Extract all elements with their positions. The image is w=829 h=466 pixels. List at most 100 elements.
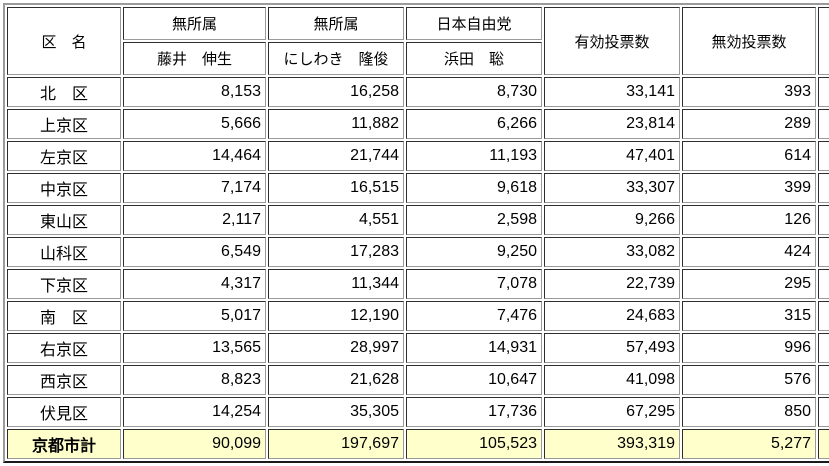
vote-count-cell: 14,254 bbox=[123, 397, 266, 427]
vote-count-cell: 67,295 bbox=[544, 397, 680, 427]
header-row-party: 区 名 無所属 無所属 日本自由党 有効投票数 無効投票数 bbox=[7, 7, 829, 75]
vote-count-cell: 8,153 bbox=[123, 77, 266, 107]
vote-count-cell: 57,493 bbox=[544, 333, 680, 363]
vote-count-cell: 126 bbox=[682, 205, 816, 235]
table-body: 北 区 8,153 16,258 8,730 33,141 393 上京区 5,… bbox=[7, 77, 829, 459]
candidate-header: 藤井 伸生 bbox=[123, 42, 266, 75]
vote-count-cell: 23,814 bbox=[544, 109, 680, 139]
vote-count-cell: 21,628 bbox=[268, 365, 404, 395]
table-row: 中京区 7,174 16,515 9,618 33,307 399 bbox=[7, 173, 829, 203]
vote-count-cell: 289 bbox=[682, 109, 816, 139]
vote-count-cell: 4,317 bbox=[123, 269, 266, 299]
clipped-cell bbox=[818, 397, 829, 427]
vote-count-cell: 10,647 bbox=[406, 365, 542, 395]
vote-count-cell: 393 bbox=[682, 77, 816, 107]
ward-name-header: 区 名 bbox=[7, 7, 121, 75]
ward-name-cell: 山科区 bbox=[7, 237, 121, 267]
table-row: 右京区 13,565 28,997 14,931 57,493 996 bbox=[7, 333, 829, 363]
vote-count-cell: 996 bbox=[682, 333, 816, 363]
vote-count-cell: 8,823 bbox=[123, 365, 266, 395]
vote-count-cell: 16,258 bbox=[268, 77, 404, 107]
vote-count-cell: 11,344 bbox=[268, 269, 404, 299]
total-label-cell: 京都市計 bbox=[7, 429, 121, 459]
clipped-cell bbox=[818, 77, 829, 107]
ward-name-cell: 南 区 bbox=[7, 301, 121, 331]
party-header: 無所属 bbox=[123, 7, 266, 40]
vote-count-cell: 4,551 bbox=[268, 205, 404, 235]
vote-count-cell: 5,017 bbox=[123, 301, 266, 331]
total-row: 京都市計 90,099 197,697 105,523 393,319 5,27… bbox=[7, 429, 829, 459]
vote-count-cell: 424 bbox=[682, 237, 816, 267]
vote-count-cell: 2,117 bbox=[123, 205, 266, 235]
table-row: 西京区 8,823 21,628 10,647 41,098 576 bbox=[7, 365, 829, 395]
clipped-cell bbox=[818, 333, 829, 363]
vote-count-cell: 315 bbox=[682, 301, 816, 331]
ward-name-cell: 中京区 bbox=[7, 173, 121, 203]
vote-count-cell: 9,618 bbox=[406, 173, 542, 203]
vote-count-cell: 5,666 bbox=[123, 109, 266, 139]
total-count-cell: 5,277 bbox=[682, 429, 816, 459]
ward-name-cell: 西京区 bbox=[7, 365, 121, 395]
table-row: 南 区 5,017 12,190 7,476 24,683 315 bbox=[7, 301, 829, 331]
ward-name-cell: 下京区 bbox=[7, 269, 121, 299]
table-row: 東山区 2,117 4,551 2,598 9,266 126 bbox=[7, 205, 829, 235]
party-header: 無所属 bbox=[268, 7, 404, 40]
valid-votes-header: 有効投票数 bbox=[544, 7, 680, 75]
vote-count-cell: 17,736 bbox=[406, 397, 542, 427]
vote-count-cell: 17,283 bbox=[268, 237, 404, 267]
vote-count-cell: 9,250 bbox=[406, 237, 542, 267]
vote-count-cell: 7,476 bbox=[406, 301, 542, 331]
vote-count-cell: 24,683 bbox=[544, 301, 680, 331]
ward-name-cell: 上京区 bbox=[7, 109, 121, 139]
clipped-column-header bbox=[818, 7, 829, 75]
party-header: 日本自由党 bbox=[406, 7, 542, 40]
vote-count-cell: 14,931 bbox=[406, 333, 542, 363]
vote-count-cell: 6,266 bbox=[406, 109, 542, 139]
vote-count-cell: 11,882 bbox=[268, 109, 404, 139]
vote-count-cell: 6,549 bbox=[123, 237, 266, 267]
vote-count-cell: 14,464 bbox=[123, 141, 266, 171]
vote-count-cell: 399 bbox=[682, 173, 816, 203]
table-row: 下京区 4,317 11,344 7,078 22,739 295 bbox=[7, 269, 829, 299]
vote-count-cell: 16,515 bbox=[268, 173, 404, 203]
vote-count-cell: 41,098 bbox=[544, 365, 680, 395]
ward-name-cell: 右京区 bbox=[7, 333, 121, 363]
table-row: 左京区 14,464 21,744 11,193 47,401 614 bbox=[7, 141, 829, 171]
ward-name-cell: 北 区 bbox=[7, 77, 121, 107]
clipped-cell bbox=[818, 365, 829, 395]
total-count-cell: 393,319 bbox=[544, 429, 680, 459]
clipped-cell bbox=[818, 237, 829, 267]
vote-count-cell: 12,190 bbox=[268, 301, 404, 331]
table-header: 区 名 無所属 無所属 日本自由党 有効投票数 無効投票数 藤井 伸生 にしわき… bbox=[7, 7, 829, 75]
vote-count-cell: 11,193 bbox=[406, 141, 542, 171]
total-count-cell: 90,099 bbox=[123, 429, 266, 459]
clipped-cell bbox=[818, 429, 829, 459]
vote-count-cell: 9,266 bbox=[544, 205, 680, 235]
vote-count-cell: 7,078 bbox=[406, 269, 542, 299]
invalid-votes-header: 無効投票数 bbox=[682, 7, 816, 75]
ward-name-cell: 左京区 bbox=[7, 141, 121, 171]
table-row: 上京区 5,666 11,882 6,266 23,814 289 bbox=[7, 109, 829, 139]
vote-count-cell: 850 bbox=[682, 397, 816, 427]
vote-count-cell: 35,305 bbox=[268, 397, 404, 427]
table-row: 北 区 8,153 16,258 8,730 33,141 393 bbox=[7, 77, 829, 107]
table-row: 伏見区 14,254 35,305 17,736 67,295 850 bbox=[7, 397, 829, 427]
vote-count-cell: 33,307 bbox=[544, 173, 680, 203]
candidate-header: 浜田 聡 bbox=[406, 42, 542, 75]
vote-count-cell: 2,598 bbox=[406, 205, 542, 235]
election-results-table: 区 名 無所属 無所属 日本自由党 有効投票数 無効投票数 藤井 伸生 にしわき… bbox=[3, 3, 829, 463]
vote-count-cell: 13,565 bbox=[123, 333, 266, 363]
vote-count-cell: 47,401 bbox=[544, 141, 680, 171]
total-count-cell: 105,523 bbox=[406, 429, 542, 459]
clipped-cell bbox=[818, 173, 829, 203]
table-row: 山科区 6,549 17,283 9,250 33,082 424 bbox=[7, 237, 829, 267]
vote-count-cell: 33,141 bbox=[544, 77, 680, 107]
clipped-cell bbox=[818, 141, 829, 171]
vote-count-cell: 33,082 bbox=[544, 237, 680, 267]
header-row-candidate: 藤井 伸生 にしわき 隆俊 浜田 聡 bbox=[7, 42, 829, 75]
vote-count-cell: 614 bbox=[682, 141, 816, 171]
vote-count-cell: 576 bbox=[682, 365, 816, 395]
clipped-cell bbox=[818, 109, 829, 139]
vote-count-cell: 28,997 bbox=[268, 333, 404, 363]
